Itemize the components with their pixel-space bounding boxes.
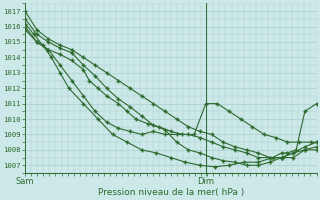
X-axis label: Pression niveau de la mer( hPa ): Pression niveau de la mer( hPa ) bbox=[98, 188, 244, 197]
